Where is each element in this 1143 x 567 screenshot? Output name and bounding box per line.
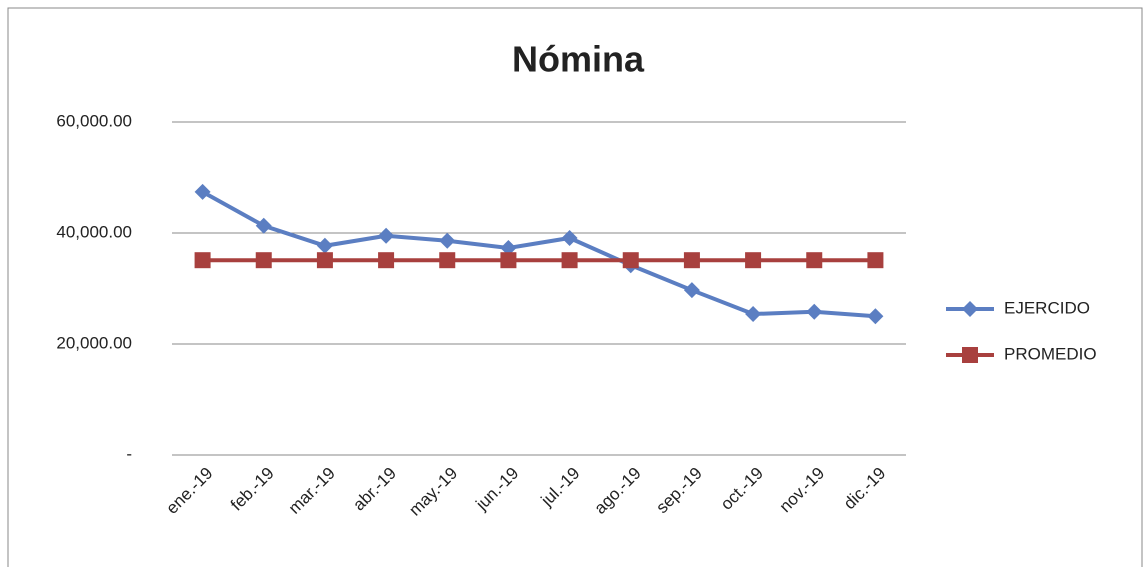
- chart-title: Nómina: [512, 39, 645, 80]
- marker: [194, 183, 211, 200]
- marker: [806, 303, 823, 320]
- marker: [962, 301, 978, 317]
- marker: [745, 252, 762, 269]
- marker: [806, 252, 823, 269]
- marker: [316, 252, 333, 269]
- marker: [867, 252, 884, 269]
- marker: [561, 229, 578, 246]
- marker: [255, 252, 272, 269]
- chart-border: [7, 7, 1143, 567]
- marker: [255, 217, 272, 234]
- marker: [683, 282, 700, 299]
- marker: [194, 252, 211, 269]
- marker: [316, 237, 333, 254]
- y-tick-label: 60,000.00: [56, 111, 132, 130]
- marker: [439, 252, 456, 269]
- marker: [683, 252, 700, 269]
- y-tick-label: -: [126, 444, 132, 463]
- y-tick-label: 20,000.00: [56, 333, 132, 352]
- marker: [378, 227, 395, 244]
- legend-label: PROMEDIO: [1004, 344, 1097, 363]
- marker: [500, 239, 517, 256]
- legend-label: EJERCIDO: [1004, 298, 1090, 317]
- marker: [378, 252, 395, 269]
- marker: [745, 306, 762, 323]
- marker: [962, 347, 978, 363]
- marker: [867, 308, 884, 325]
- series-line: [201, 190, 876, 319]
- y-tick-label: 40,000.00: [56, 222, 132, 241]
- marker: [439, 232, 456, 249]
- marker: [561, 252, 578, 269]
- marker: [622, 252, 639, 269]
- marker: [500, 252, 517, 269]
